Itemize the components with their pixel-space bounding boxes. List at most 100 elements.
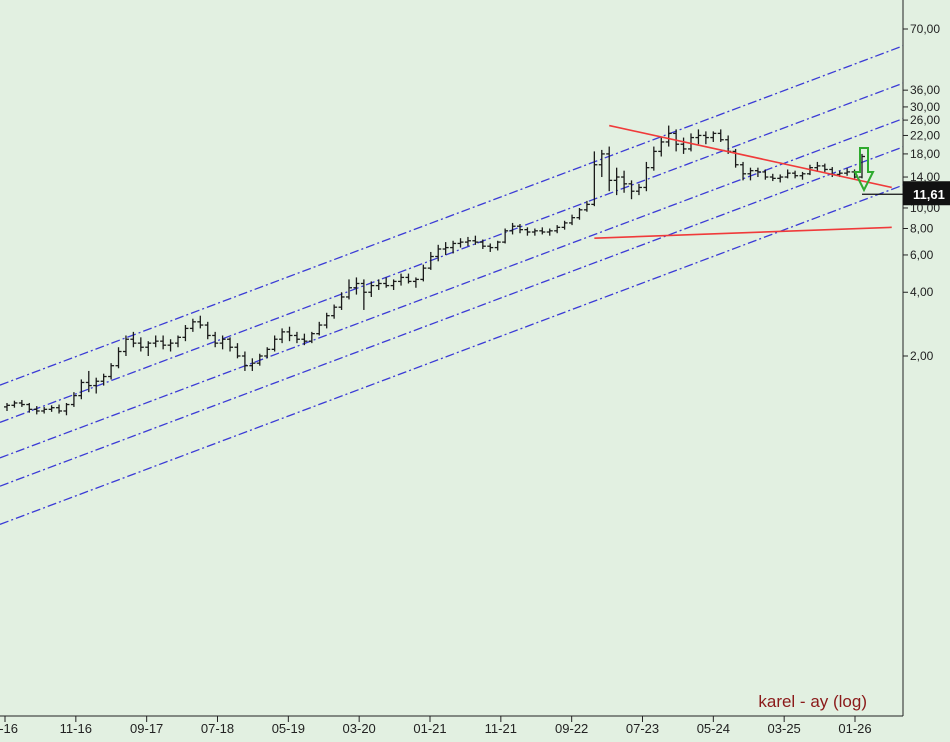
ohlc-bar	[784, 169, 791, 179]
ohlc-bar	[524, 227, 531, 236]
y-tick-label: 14,00	[910, 170, 940, 184]
ohlc-bar	[100, 373, 107, 386]
ohlc-bar	[546, 228, 553, 236]
ohlc-bar	[591, 151, 598, 207]
channel-line-1	[0, 45, 904, 386]
ohlc-bar	[108, 363, 115, 380]
ohlc-bar	[814, 161, 821, 172]
ohlc-bar	[175, 335, 181, 348]
x-tick-label: 07-18	[201, 721, 234, 736]
x-axis-ticks: 1-16 11-16 09-17 07-18 05-19 03-20 01-21 11-21 0…	[0, 716, 872, 736]
ohlc-bar	[710, 131, 717, 142]
y-tick-label: 22,00	[910, 128, 940, 142]
x-tick-label: 11-21	[485, 721, 517, 736]
ohlc-bar	[78, 379, 85, 400]
ohlc-bar	[762, 169, 769, 180]
ohlc-bar	[264, 347, 271, 359]
ohlc-bar	[740, 161, 747, 181]
ohlc-bar	[204, 321, 211, 340]
y-tick-label: 36,00	[910, 83, 940, 97]
ohlc-bar	[18, 399, 25, 407]
ohlc-bar	[249, 358, 256, 371]
ohlc-bar	[583, 200, 590, 212]
price-bars	[4, 125, 865, 416]
ohlc-bar	[331, 304, 338, 319]
y-tick-label: 8,00	[910, 221, 934, 235]
y-tick-label: 70,00	[910, 22, 940, 36]
y-tick-label: 30,00	[910, 100, 940, 114]
ohlc-bar	[747, 167, 754, 181]
ohlc-bar	[219, 335, 226, 350]
y-tick-label: 18,00	[910, 147, 940, 161]
ohlc-bar	[695, 129, 702, 145]
y-tick-label: 6,00	[910, 248, 934, 262]
last-price-label: 11,61	[913, 187, 945, 202]
ohlc-bar	[11, 400, 18, 408]
last-price-tag: 11,61	[862, 181, 950, 206]
ohlc-bar	[26, 402, 33, 413]
ohlc-bar	[137, 337, 144, 352]
ohlc-bar	[494, 240, 501, 251]
ohlc-bar	[85, 370, 92, 393]
ohlc-bar	[353, 277, 360, 295]
ohlc-bar	[316, 321, 323, 336]
x-tick-label: 05-24	[697, 721, 730, 736]
ohlc-bar	[145, 341, 152, 356]
x-tick-label: 05-19	[272, 721, 305, 736]
channel-line-2	[0, 82, 904, 423]
ohlc-bar	[792, 170, 799, 179]
ohlc-bar	[227, 337, 234, 352]
ohlc-bar	[554, 225, 561, 234]
ohlc-bar	[301, 333, 308, 346]
ohlc-bar	[4, 402, 10, 411]
ohlc-bar	[152, 335, 159, 348]
ohlc-bar	[457, 238, 464, 248]
channel-line-4	[0, 146, 904, 487]
ohlc-bar	[650, 146, 657, 171]
ohlc-bar	[93, 377, 100, 394]
ohlc-bar	[598, 149, 605, 178]
ohlc-bar	[122, 335, 129, 356]
ohlc-bar	[70, 392, 77, 407]
chart-watermark: karel - ay (log)	[758, 692, 867, 711]
x-tick-label: 01-21	[413, 721, 446, 736]
y-tick-label: 4,00	[910, 285, 934, 299]
x-tick-label: 1-16	[0, 721, 18, 736]
ohlc-bar	[56, 404, 63, 414]
ohlc-bar	[390, 279, 397, 290]
ohlc-bar	[256, 353, 263, 366]
ohlc-bar	[502, 228, 509, 244]
regression-channel	[0, 45, 904, 525]
ohlc-bar	[688, 133, 694, 152]
x-tick-label: 01-26	[838, 721, 871, 736]
ohlc-bar	[63, 402, 70, 416]
y-axis-ticks: 70,0036,0030,0026,0022,0018,0014,0010,00…	[903, 22, 940, 363]
ohlc-bar	[286, 326, 293, 342]
ohlc-bar	[115, 347, 122, 369]
triangle-lower-line	[594, 226, 892, 239]
ohlc-bar	[844, 168, 851, 176]
ohlc-bar	[576, 207, 583, 220]
y-tick-label: 2,00	[910, 349, 934, 363]
x-tick-label: 09-22	[555, 721, 588, 736]
ohlc-bar	[338, 292, 345, 310]
ohlc-bar	[621, 170, 628, 193]
ohlc-bar	[279, 328, 286, 344]
ohlc-bar	[569, 214, 576, 226]
ohlc-bar	[754, 167, 761, 178]
ohlc-bar	[472, 235, 479, 245]
ohlc-bar	[41, 406, 48, 414]
x-tick-label: 07-23	[626, 721, 659, 736]
down-arrow-icon	[853, 147, 875, 193]
channel-line-5	[0, 184, 904, 525]
ohlc-bar	[241, 351, 248, 371]
ohlc-bar	[182, 325, 189, 342]
ohlc-bar	[487, 243, 494, 252]
ohlc-bar	[777, 174, 784, 183]
ohlc-bar	[368, 281, 375, 297]
ohlc-bar	[769, 173, 776, 182]
ohlc-bar	[130, 331, 137, 348]
